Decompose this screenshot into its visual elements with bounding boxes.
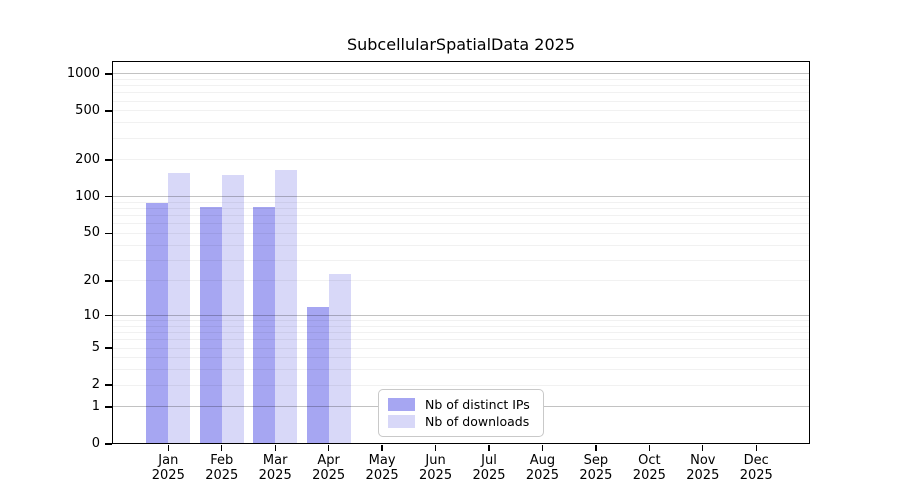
y-tick-label: 5 xyxy=(91,340,100,356)
gridline-minor xyxy=(112,122,810,124)
gridline-major xyxy=(112,315,810,317)
x-tick-mark xyxy=(434,444,437,451)
x-tick-mark xyxy=(221,444,223,451)
y-tick-mark xyxy=(105,443,112,445)
bar-distinct-ips-apr xyxy=(306,306,329,444)
gridline-minor xyxy=(112,339,810,341)
gridline-minor xyxy=(112,100,810,102)
bar-distinct-ips-mar xyxy=(253,207,276,444)
x-tick-label-oct: Oct 2025 xyxy=(632,453,666,483)
legend-swatch-distinct-ips xyxy=(388,398,415,411)
x-tick-label-jan: Jan 2025 xyxy=(151,453,185,483)
x-tick-label-jul: Jul 2025 xyxy=(472,453,506,483)
legend-swatch-downloads xyxy=(388,415,415,428)
y-tick-label: 10 xyxy=(83,307,100,323)
y-tick-label: 20 xyxy=(83,272,100,288)
x-tick-label-aug: Aug 2025 xyxy=(525,453,559,483)
y-tick-mark xyxy=(105,406,112,408)
x-tick-mark xyxy=(167,444,169,451)
x-tick-label-sep: Sep 2025 xyxy=(579,453,613,483)
gridline-minor xyxy=(112,320,810,322)
y-tick-mark xyxy=(105,110,112,112)
gridline-minor xyxy=(112,325,810,327)
chart-title: SubcellularSpatialData 2025 xyxy=(346,35,576,54)
gridline-minor xyxy=(112,92,810,94)
x-tick-mark xyxy=(488,444,490,451)
x-tick-mark xyxy=(755,444,757,451)
gridline-minor xyxy=(112,223,810,225)
legend-label-downloads: Nb of downloads xyxy=(425,413,530,429)
y-tick-mark xyxy=(105,232,112,235)
gridline-minor xyxy=(112,244,810,246)
y-tick-mark xyxy=(105,73,112,75)
gridline-minor xyxy=(112,232,810,234)
y-tick-label: 1000 xyxy=(66,65,100,81)
x-tick-label-mar: Mar 2025 xyxy=(258,453,292,483)
gridline-major xyxy=(112,73,810,75)
gridline-minor xyxy=(112,137,810,139)
gridline-minor xyxy=(112,79,810,81)
bar-downloads-apr xyxy=(328,273,351,444)
x-tick-label-jun: Jun 2025 xyxy=(419,453,453,483)
gridline-minor xyxy=(112,384,810,386)
bar-downloads-feb xyxy=(221,175,244,444)
legend-item-distinct-ips: Nb of distinct IPs xyxy=(388,397,534,413)
bar-downloads-jan xyxy=(168,173,191,444)
y-tick-label: 2 xyxy=(91,377,100,393)
bar-downloads-mar xyxy=(275,169,298,444)
y-tick-mark xyxy=(105,159,112,161)
gridline-minor xyxy=(112,357,810,359)
gridline-minor xyxy=(112,215,810,217)
y-tick-label: 100 xyxy=(75,188,100,204)
gridline-minor xyxy=(112,332,810,334)
gridline-minor xyxy=(112,85,810,87)
gridline-major xyxy=(112,196,810,198)
x-tick-label-feb: Feb 2025 xyxy=(205,453,239,483)
x-tick-mark xyxy=(702,444,704,451)
gridline-minor xyxy=(112,280,810,282)
y-tick-mark xyxy=(105,347,112,349)
x-tick-mark xyxy=(595,444,597,451)
x-tick-mark xyxy=(328,444,330,451)
gridline-minor xyxy=(112,208,810,210)
y-tick-mark xyxy=(105,314,112,317)
y-tick-label: 50 xyxy=(83,225,100,241)
x-tick-mark xyxy=(541,444,544,451)
gridline-minor xyxy=(112,369,810,371)
y-tick-label: 1 xyxy=(91,398,100,414)
legend-label-distinct-ips: Nb of distinct IPs xyxy=(425,396,530,412)
x-tick-label-dec: Dec 2025 xyxy=(739,453,773,483)
bar-distinct-ips-jan xyxy=(146,202,169,444)
gridline-minor xyxy=(112,259,810,261)
y-tick-mark xyxy=(105,280,112,282)
gridline-minor xyxy=(112,159,810,161)
x-tick-label-apr: Apr 2025 xyxy=(312,453,346,483)
y-tick-mark xyxy=(105,384,112,386)
y-tick-label: 0 xyxy=(91,436,100,451)
gridline-minor xyxy=(112,347,810,349)
x-tick-mark xyxy=(381,444,383,451)
gridline-minor xyxy=(112,110,810,112)
y-tick-mark xyxy=(105,196,112,198)
legend-item-downloads: Nb of downloads xyxy=(388,414,534,430)
legend: Nb of distinct IPs Nb of downloads xyxy=(378,389,544,437)
y-tick-label: 200 xyxy=(75,151,100,167)
x-tick-label-nov: Nov 2025 xyxy=(686,453,720,483)
x-tick-mark xyxy=(274,444,276,451)
x-tick-label-may: May 2025 xyxy=(365,453,399,483)
y-tick-label: 500 xyxy=(75,102,100,118)
gridline-minor xyxy=(112,201,810,203)
bar-distinct-ips-feb xyxy=(199,207,222,444)
x-tick-mark xyxy=(648,444,650,451)
